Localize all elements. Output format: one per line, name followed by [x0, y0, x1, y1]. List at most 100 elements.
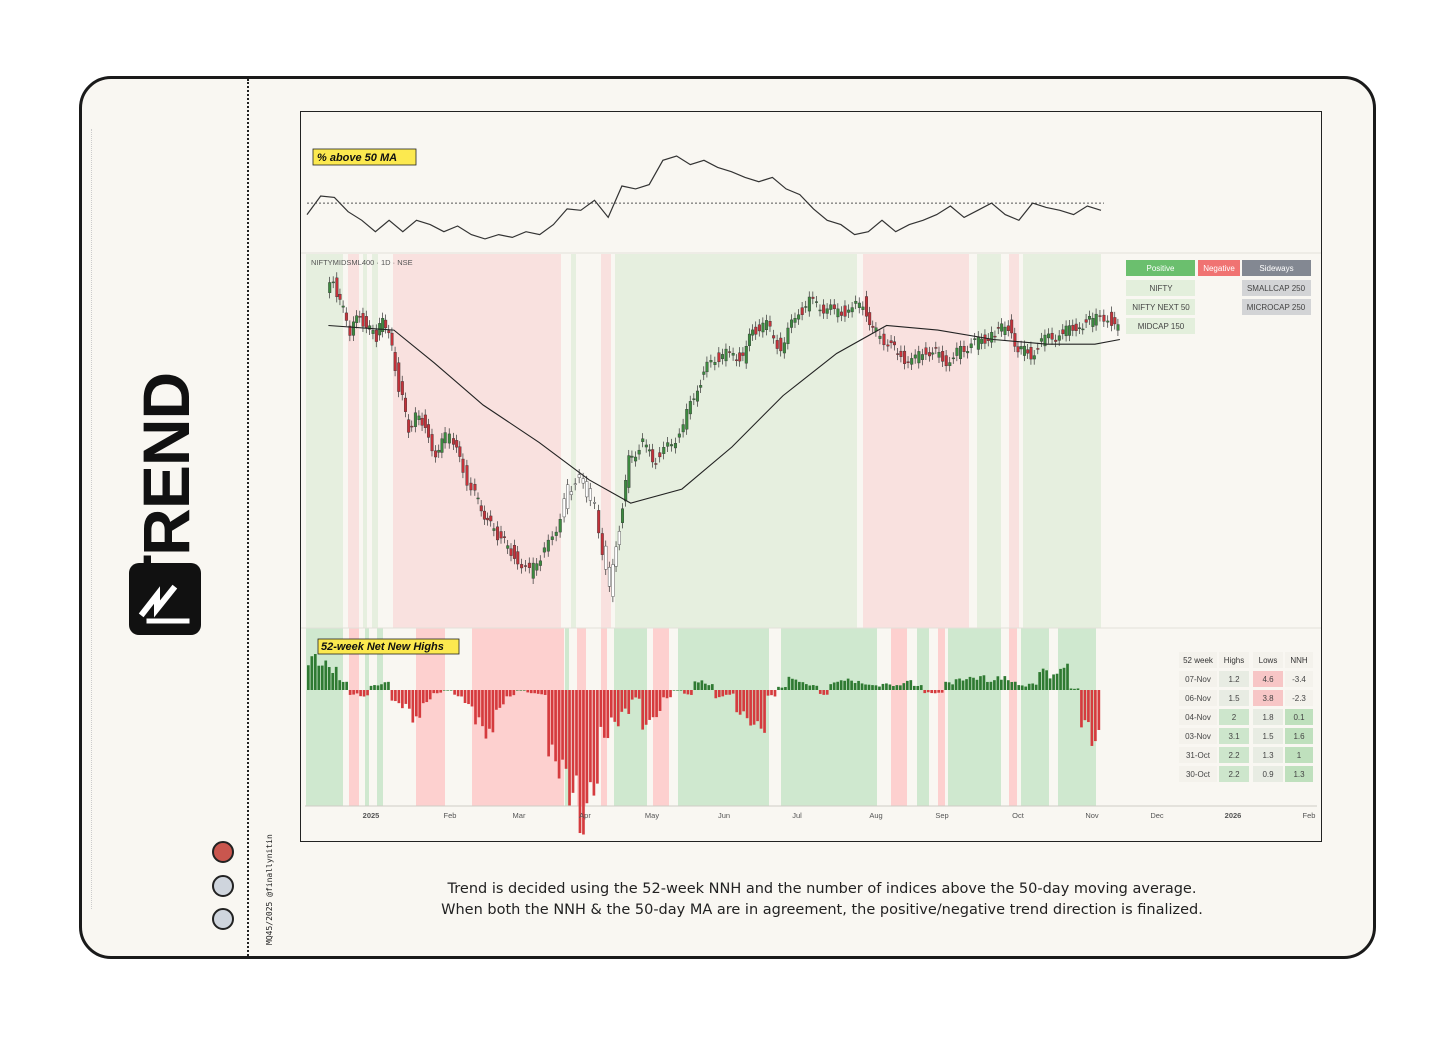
nnh-bar	[404, 690, 408, 704]
nnh-bar	[327, 667, 331, 690]
nnh-bar	[965, 679, 968, 690]
nnh-table-cell: 1	[1297, 751, 1302, 760]
candle	[861, 306, 865, 310]
candle	[779, 337, 783, 352]
nnh-bar	[425, 690, 429, 703]
caption-line-2: When both the NNH & the 50-day MA are in…	[441, 902, 1203, 918]
nnh-bar	[418, 690, 422, 718]
nnh-bar	[693, 681, 697, 690]
nnh-bar	[756, 690, 759, 722]
candle	[903, 350, 907, 364]
nnh-bar	[1027, 683, 1031, 690]
nnh-bar	[892, 686, 895, 690]
candle	[751, 329, 755, 336]
candle	[502, 536, 506, 538]
nnh-bar	[470, 690, 474, 707]
nnh-bar	[634, 690, 638, 698]
candle	[754, 326, 758, 335]
candle	[397, 362, 401, 392]
nnh-bar	[825, 690, 829, 695]
nnh-bar	[731, 690, 735, 694]
candle	[1050, 332, 1054, 340]
candle	[1022, 345, 1026, 356]
nnh-table-cell: 4.6	[1262, 675, 1274, 684]
nnh-bar	[690, 690, 693, 695]
nnh-bar	[947, 682, 951, 690]
nnh-bar	[442, 690, 446, 691]
candle	[800, 307, 804, 315]
symbol-label: NIFTYMIDSML400 · 1D · NSE	[311, 258, 413, 267]
candle	[797, 314, 801, 320]
candle	[407, 419, 411, 433]
nnh-bar	[728, 690, 732, 695]
trend-band	[977, 254, 1001, 628]
candle	[469, 482, 473, 491]
nnh-bar	[338, 680, 342, 690]
nnh-table-cell: 1.6	[1293, 732, 1305, 741]
nnh-bar	[794, 679, 798, 690]
candle	[400, 381, 404, 395]
candle	[761, 322, 765, 333]
x-axis-tick-label: Mar	[513, 811, 526, 820]
nnh-bar	[1031, 683, 1035, 690]
nnh-band	[781, 628, 877, 806]
nnh-bar	[801, 682, 805, 690]
nnh-table-header-bg	[1253, 652, 1283, 668]
status-dot-grey-2	[212, 908, 234, 930]
nnh-bar	[766, 690, 770, 696]
nnh-bar	[857, 680, 860, 690]
candle	[434, 450, 438, 458]
candle	[765, 320, 769, 331]
legend-header-bg	[1126, 260, 1195, 276]
candle	[836, 308, 840, 318]
nnh-bar	[874, 685, 878, 690]
nnh-table-cell-bg	[1285, 690, 1313, 706]
nnh-table-cell-bg	[1219, 671, 1249, 687]
candle	[440, 438, 444, 453]
candle	[850, 307, 854, 313]
nnh-bar	[547, 690, 550, 757]
nnh-bar	[944, 681, 947, 690]
nnh-table-cell: 04-Nov	[1185, 713, 1211, 722]
nnh-table-cell-bg	[1253, 747, 1283, 763]
nnh-table-cell-bg	[1219, 690, 1249, 706]
nnh-bar	[557, 690, 561, 779]
nnh-bar	[1052, 674, 1055, 690]
nnh-bar	[543, 690, 547, 695]
nnh-bar	[686, 690, 690, 695]
candle	[368, 325, 372, 330]
candle	[1006, 325, 1010, 332]
nnh-band	[1009, 628, 1017, 806]
pct-above-50ma-line	[306, 155, 1102, 240]
nnh-band	[917, 628, 929, 806]
candle	[728, 351, 732, 353]
nnh-bar	[717, 690, 721, 698]
nnh-bar	[979, 676, 982, 690]
x-axis-tick-label: Jun	[718, 811, 730, 820]
candle	[959, 346, 963, 359]
nnh-bar	[912, 685, 916, 690]
nnh-bar	[829, 684, 833, 690]
candle	[734, 359, 738, 361]
candle	[670, 444, 674, 447]
candle	[1054, 339, 1058, 342]
candle	[886, 344, 890, 347]
candle	[344, 312, 348, 321]
trend-wordmark: TREND	[129, 372, 203, 596]
nnh-table-cell: 1.2	[1228, 675, 1240, 684]
candle	[1043, 334, 1047, 347]
nnh-bar	[334, 666, 338, 690]
candle	[811, 296, 815, 299]
nnh-bar	[348, 690, 352, 695]
nnh-bar	[550, 690, 554, 745]
candle	[566, 484, 570, 509]
nnh-table-cell-bg	[1179, 671, 1217, 687]
nnh-bar	[933, 690, 937, 694]
candle	[550, 536, 554, 540]
nnh-bar	[923, 690, 927, 694]
nnh-bar	[895, 685, 899, 690]
nnh-bar	[888, 684, 892, 690]
candle	[1106, 320, 1110, 323]
nnh-bar	[630, 690, 634, 700]
nnh-bar	[937, 690, 941, 693]
